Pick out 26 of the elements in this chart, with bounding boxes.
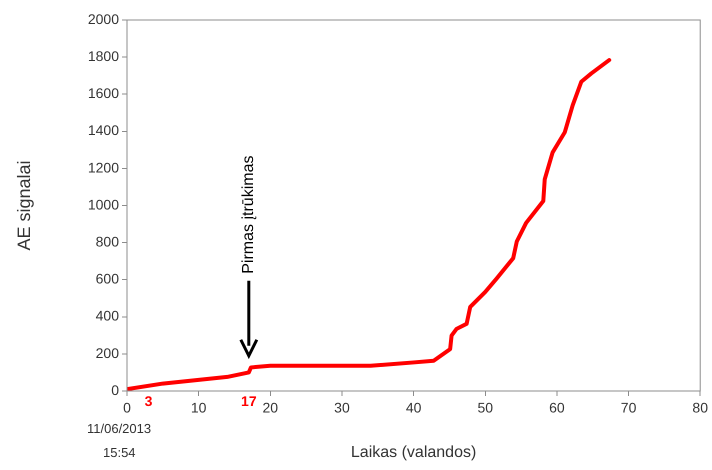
annotation: Pirmas įtrūkimas [240, 156, 258, 274]
y-tick-label: 1200 [88, 159, 120, 176]
y-tick-label: 0 [111, 382, 120, 398]
x-tick-label: 70 [620, 399, 637, 416]
x-tick-label: 40 [406, 399, 422, 416]
x-tick-label: 20 [262, 399, 278, 416]
y-tick-label: 600 [96, 270, 120, 287]
x-tick-label: 60 [549, 399, 565, 416]
y-tick-label: 200 [96, 344, 120, 361]
y-axis-title: AE signalai [14, 160, 34, 251]
y-tick-label: 1600 [88, 85, 120, 102]
y-tick-label: 400 [96, 308, 120, 324]
text: 11/06/2013 15:54 [87, 421, 152, 460]
x-tick-label: 30 [334, 399, 350, 416]
x-axis-title: Laikas (valandos) [350, 444, 476, 461]
y-tick-label: 1000 [88, 196, 120, 212]
x-tick-label: 80 [692, 399, 708, 416]
x-tick-label: 50 [477, 399, 494, 416]
y-tick-label: 800 [96, 233, 120, 250]
x-tick-label: 0 [123, 399, 132, 416]
text: 3 [144, 392, 153, 409]
y-tick-label: 2000 [88, 10, 120, 27]
y-tick-label: 1800 [88, 48, 120, 64]
text: 17 [241, 392, 257, 409]
y-tick-label: 1400 [88, 122, 120, 138]
x-tick-label: 10 [190, 399, 207, 416]
